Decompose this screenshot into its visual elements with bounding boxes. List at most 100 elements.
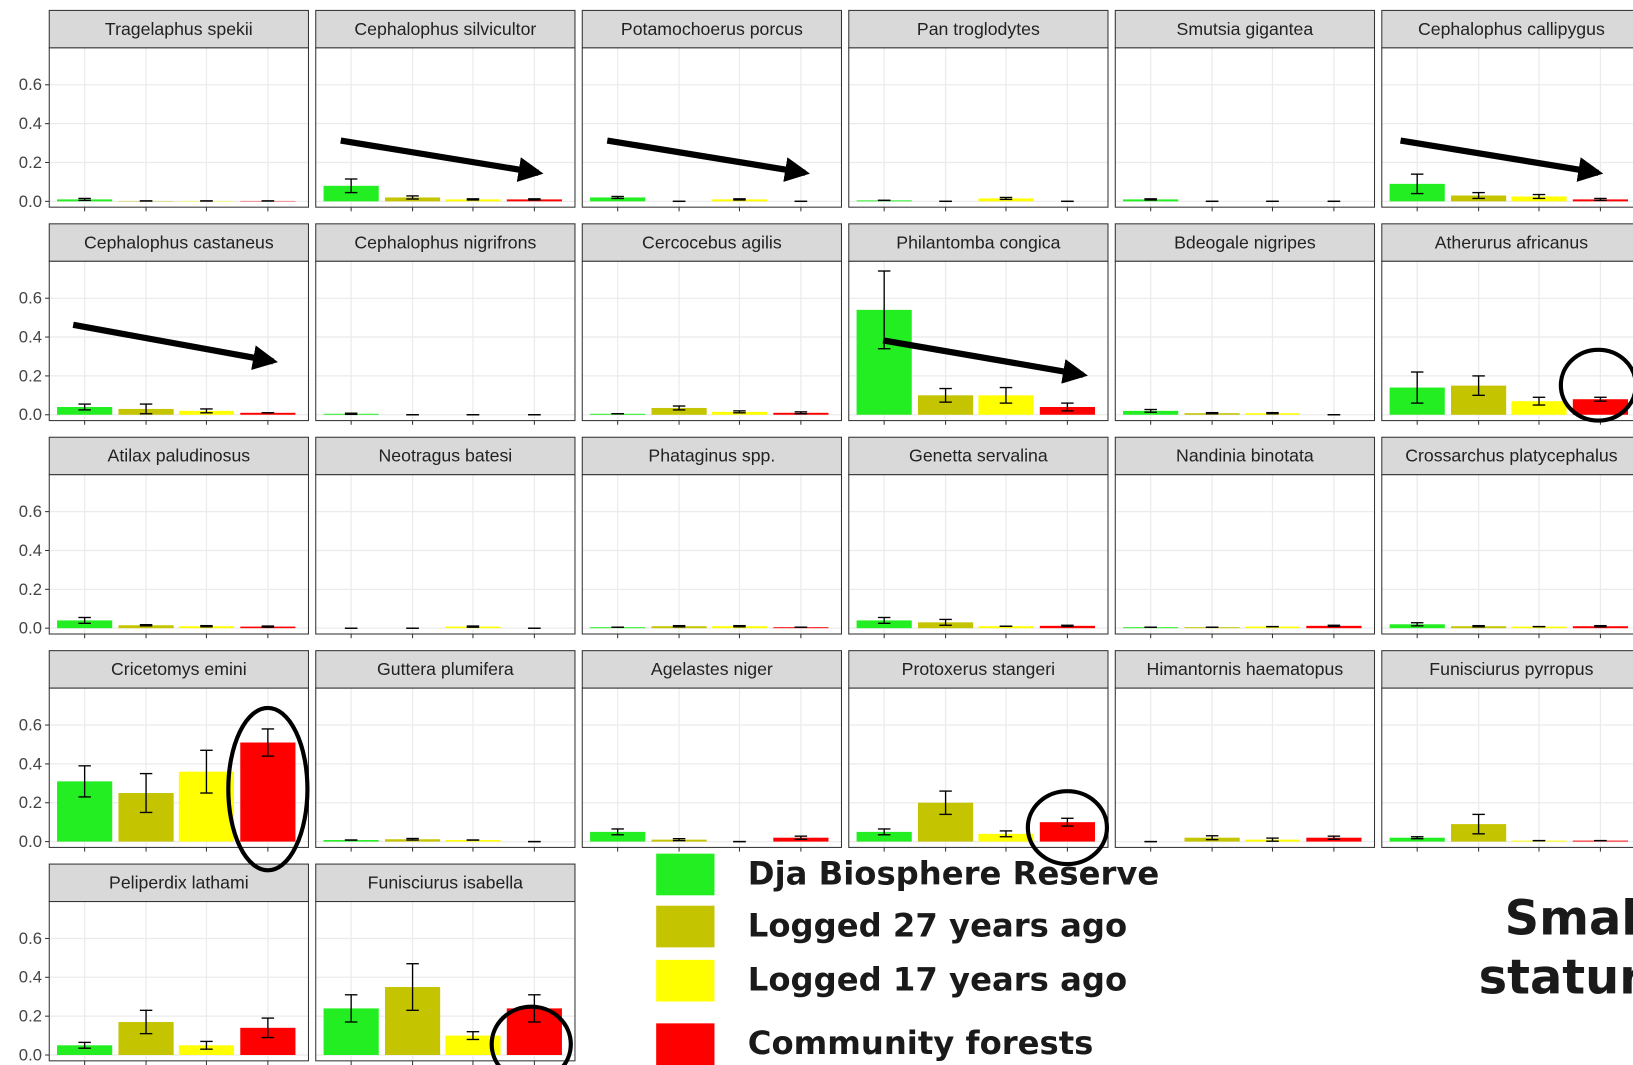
panel-border: [315, 47, 576, 208]
y-tick-label: 0.0: [19, 832, 42, 851]
panel: Agelastes niger: [581, 650, 843, 852]
bar: [118, 625, 174, 629]
legend-swatch: [656, 1023, 715, 1065]
panel: Nandinia binotata: [1114, 436, 1376, 639]
panel-title: Potamochoerus porcus: [621, 19, 803, 39]
error-bar: [344, 994, 358, 1023]
panel-title: Protoxerus stangeri: [902, 659, 1055, 679]
y-tick-label: 0.2: [19, 580, 42, 599]
strip: [581, 650, 843, 689]
panel-title: Neotragus batesi: [379, 446, 513, 466]
panel-border: [581, 47, 843, 208]
bar: [1389, 837, 1445, 842]
panel: Cephalophus castaneus 0.0 0.2 0.4 0.6: [19, 223, 309, 425]
bar: [178, 1045, 235, 1056]
panel: Phataginus spp.: [581, 436, 843, 639]
panel: Neotragus batesi: [315, 436, 576, 639]
error-bar: [139, 624, 153, 627]
y-tick-label: 0.6: [19, 715, 42, 734]
panel-title: Agelastes niger: [651, 659, 773, 679]
error-bar: [261, 728, 275, 757]
error-bar: [1266, 411, 1279, 415]
error-bar: [999, 386, 1013, 404]
error-bar: [1205, 835, 1219, 841]
strip: [315, 9, 576, 49]
panel: Atherurus africanus: [1381, 223, 1633, 425]
bar: [445, 1035, 501, 1056]
error-bar: [794, 411, 808, 415]
error-bar: [200, 408, 213, 414]
panel-border: [1114, 260, 1376, 422]
strip: [848, 9, 1109, 49]
panel-border: [315, 687, 576, 848]
y-tick-label: 0.2: [19, 793, 42, 812]
panel-title: Bdeogale nigripes: [1174, 232, 1316, 252]
strip: [315, 650, 576, 689]
panel: Bdeogale nigripes: [1114, 223, 1376, 425]
strip: [848, 223, 1109, 262]
plot-bg: [315, 474, 575, 635]
error-bar: [1594, 624, 1607, 628]
bar: [445, 840, 501, 842]
legend-label: Community forests: [748, 1024, 1094, 1062]
panel-title: Cephalophus callipygus: [1418, 19, 1605, 39]
panel-border: [1381, 474, 1633, 635]
panel-title: Atherurus africanus: [1435, 232, 1589, 252]
highlight-circle: [489, 1004, 573, 1065]
error-bar: [733, 198, 746, 201]
bar: [1039, 822, 1095, 842]
error-bar: [406, 195, 419, 200]
y-tick-label: 0.4: [19, 327, 42, 346]
error-bar: [877, 270, 891, 350]
error-bar: [1472, 375, 1485, 397]
trend-arrow: [606, 137, 810, 182]
panel-title: Crossarchus platycephalus: [1405, 446, 1618, 466]
y-tick-label: 0.6: [19, 75, 42, 94]
error-bar: [78, 765, 91, 798]
panels: Tragelaphus spekii0.00.20.40.6Cephalophu…: [19, 9, 1633, 1065]
bar: [1244, 626, 1301, 629]
error-bar: [1410, 622, 1424, 627]
plot-bg: [1115, 688, 1375, 848]
panel-title: Cephalophus nigrifrons: [354, 232, 536, 252]
plot-bg: [848, 47, 1108, 208]
legend-label: Dja Biosphere Reserve: [748, 855, 1160, 893]
plot-bg: [49, 47, 309, 208]
error-bar: [877, 828, 891, 836]
plot-bg: [315, 688, 575, 848]
panel: Cercocebus agilis: [581, 223, 843, 425]
error-bar: [1327, 624, 1341, 628]
y-tick-label: 0.4: [19, 541, 42, 560]
panel-border: [581, 260, 843, 422]
error-bar: [466, 1031, 480, 1041]
panel: Atilax paludinosus 0.0 0.2 0.4 0.6: [19, 436, 309, 639]
y-tick-label: 0.2: [19, 153, 42, 172]
error-bar: [1061, 817, 1074, 827]
error-bar: [78, 197, 91, 202]
panel: Funisciurus pyrropus: [1381, 650, 1633, 852]
strip: [1114, 223, 1376, 262]
panel: Smutsia gigantea: [1114, 9, 1376, 212]
panel-border: [315, 901, 576, 1062]
error-bar: [1061, 402, 1074, 412]
bar: [323, 185, 379, 202]
panel: Peliperdix lathami 0.0 0.2 0.4 0.6: [19, 863, 309, 1065]
plot-bg: [315, 47, 575, 208]
error-bar: [78, 403, 91, 411]
error-bar: [1532, 193, 1546, 200]
plot-bg: [1381, 688, 1633, 848]
error-bar: [672, 838, 686, 842]
panel-border: [1114, 474, 1376, 635]
bar: [856, 620, 912, 629]
panel-title: Funisciurus isabella: [368, 873, 523, 893]
error-bar: [999, 196, 1013, 201]
panel-border: [48, 687, 309, 848]
panel-title: Pan troglodytes: [917, 19, 1040, 39]
error-bar: [261, 1017, 275, 1039]
annotations: [72, 137, 1633, 1065]
panel-title: Nandinia binotata: [1176, 446, 1314, 466]
bar: [1572, 399, 1629, 415]
bar: [1511, 626, 1567, 629]
strip: [581, 9, 843, 49]
error-bar: [1594, 396, 1607, 402]
